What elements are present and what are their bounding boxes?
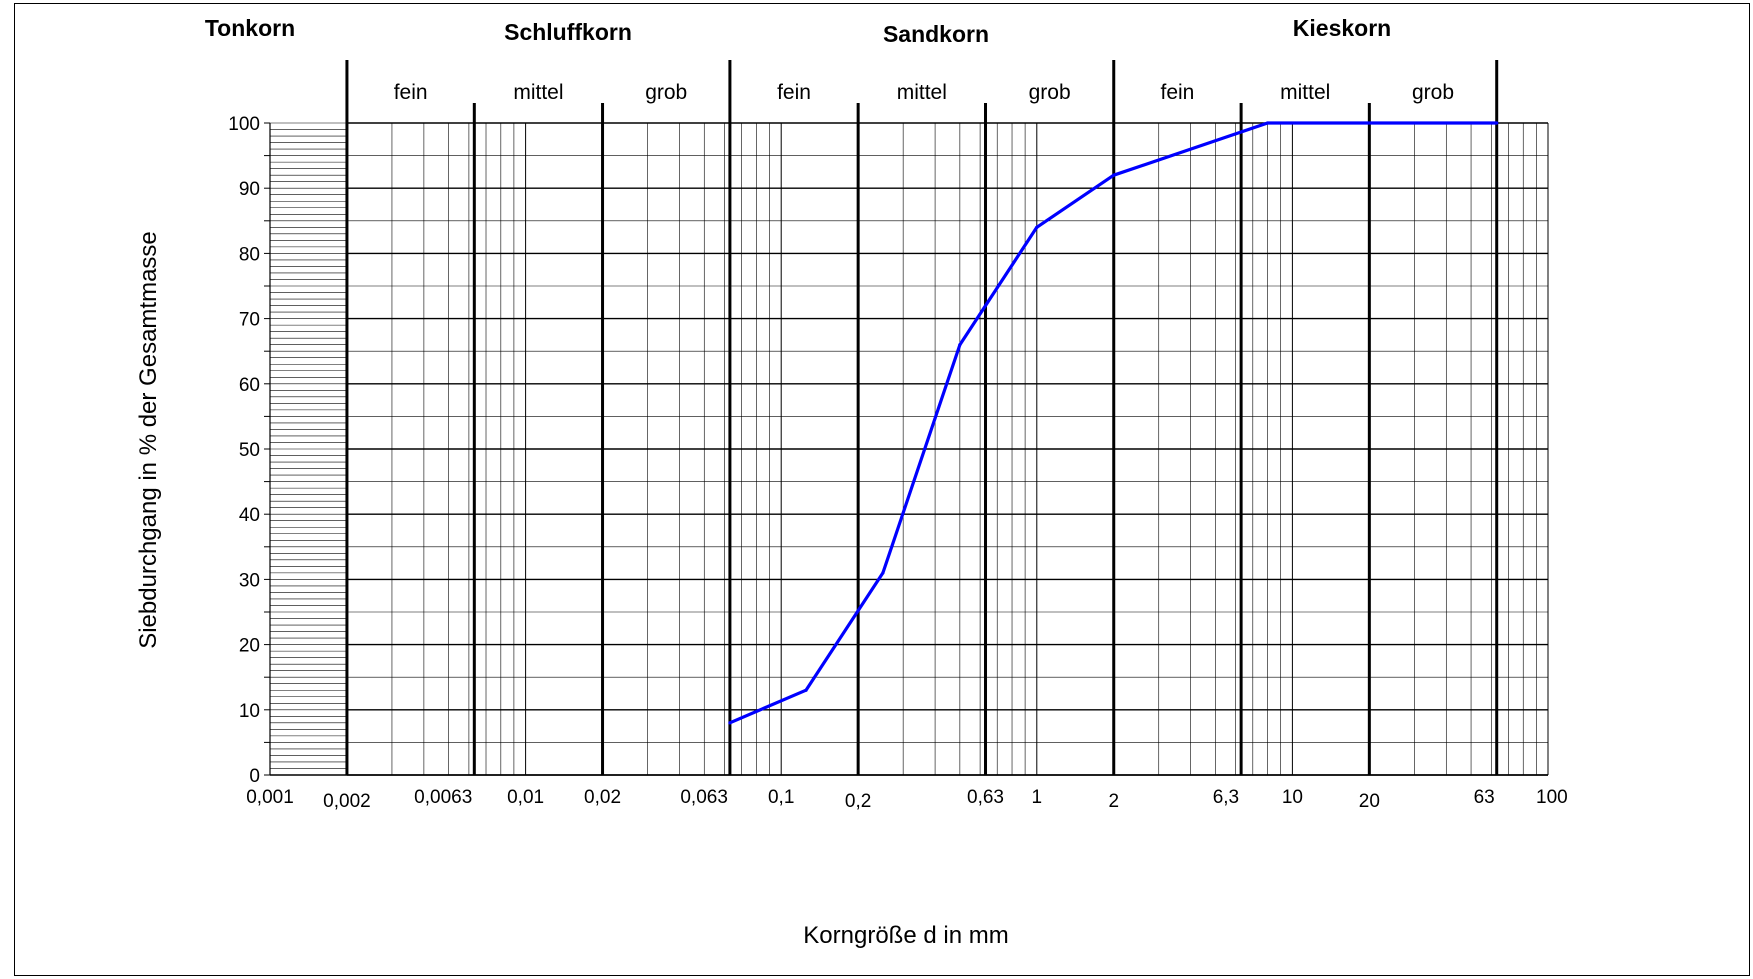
y-tick-label: 60	[239, 375, 260, 396]
x-tick-label: 0,0063	[414, 787, 472, 808]
x-tick-label: 0,63	[967, 787, 1004, 808]
x-tick-label: 6,3	[1213, 787, 1239, 808]
grid-lines	[346, 122, 1549, 776]
y-tick-label: 30	[239, 570, 260, 591]
y-tick-label: 20	[239, 636, 260, 657]
y-tick-label: 80	[239, 244, 260, 265]
y-tick-label: 40	[239, 505, 260, 526]
y-tick-label: 70	[239, 310, 260, 331]
data-point	[958, 343, 962, 347]
x-tick-label: 20	[1359, 791, 1380, 812]
y-tick-label: 0	[249, 766, 260, 787]
x-tick-label: 63	[1474, 787, 1495, 808]
y-axis-title: Siebdurchgang in % der Gesamtmasse	[135, 231, 162, 649]
subfraction-label: mittel	[1280, 81, 1330, 104]
data-point	[804, 688, 808, 692]
data-point	[1035, 225, 1039, 229]
x-tick-label: 0,01	[507, 787, 544, 808]
clay-hatch-area	[270, 122, 347, 776]
x-tick-label: 0,002	[323, 791, 371, 812]
y-tick-label: 90	[239, 179, 260, 200]
x-tick-label: 0,2	[845, 791, 871, 812]
x-tick-label: 2	[1108, 791, 1119, 812]
x-axis-title: Korngröße d in mm	[803, 922, 1008, 949]
x-tick-label: 100	[1536, 787, 1568, 808]
series-layer	[728, 121, 1499, 725]
fraction-boundaries	[345, 60, 1499, 775]
subfraction-label: grob	[1412, 81, 1454, 104]
subfraction-label: fein	[394, 81, 428, 104]
subfraction-label: fein	[777, 81, 811, 104]
subfraction-label: fein	[1160, 81, 1194, 104]
subfraction-label: grob	[1029, 81, 1071, 104]
fraction-heading: Sandkorn	[883, 21, 989, 47]
x-tick-label: 10	[1282, 787, 1303, 808]
subfraction-label: mittel	[513, 81, 563, 104]
grading-curve	[729, 121, 1497, 725]
data-point	[1495, 121, 1499, 125]
x-tick-label: 1	[1032, 787, 1043, 808]
data-point	[881, 571, 885, 575]
x-tick-label: 0,001	[246, 787, 294, 808]
fraction-heading: Tonkorn	[205, 15, 295, 41]
data-point	[1112, 173, 1116, 177]
axes	[264, 122, 1548, 776]
subfraction-label: mittel	[897, 81, 947, 104]
x-tick-label: 0,063	[680, 787, 728, 808]
data-point	[728, 721, 732, 725]
labels: 0 10 20 30 40 50 60 70 80 90 100 0,001 0,002 0,0063 0,…	[135, 15, 1568, 949]
x-tick-label: 0,02	[584, 787, 621, 808]
fraction-heading: Kieskorn	[1293, 15, 1391, 41]
x-tick-label: 0,1	[768, 787, 794, 808]
subfraction-label: grob	[645, 81, 687, 104]
data-point	[1266, 121, 1270, 125]
chart-frame	[14, 3, 1750, 976]
fraction-heading: Schluffkorn	[504, 19, 632, 45]
y-tick-label: 10	[239, 701, 260, 722]
y-tick-label: 100	[228, 114, 260, 135]
y-tick-label: 50	[239, 440, 260, 461]
